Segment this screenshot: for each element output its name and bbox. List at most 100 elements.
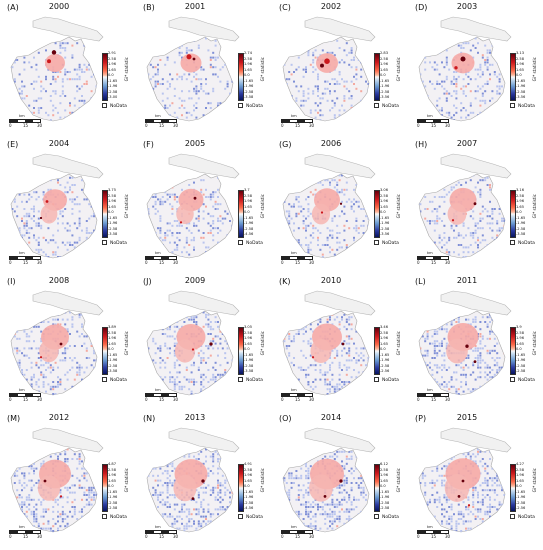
colorbar-tick-label: 2.58 [380, 467, 389, 472]
nodata-legend: NoData [102, 514, 127, 520]
colorbar-tick-label: -3.58 [108, 232, 118, 237]
colorbar [102, 327, 108, 375]
colorbar-tick-label: -3.56 [380, 232, 390, 237]
colorbar-tick-label: -2.56 [380, 369, 390, 374]
colorbar-axis-label: Gi* statistic [124, 468, 129, 493]
scale-segments [417, 256, 449, 260]
colorbar [510, 53, 516, 101]
colorbar-tick-label: 2.58 [108, 56, 117, 61]
colorbar-tick-label: 0.0 [380, 347, 386, 352]
island-region [304, 290, 376, 316]
nodata-swatch [510, 240, 515, 245]
panel-letter: (D) [415, 3, 428, 12]
hotspot-marker [59, 342, 63, 346]
scale-segments [281, 119, 313, 123]
colorbar-tick-label: 2.91 [108, 51, 117, 55]
scale-label: 0 [9, 260, 12, 265]
colorbar-tick-label: 2.58 [108, 467, 117, 472]
gi-legend: 2.91 2.58 1.96 1.65 0.0 -1.65 -1.96 -2.58 -3.00 G… [102, 51, 136, 113]
scale-label: 30 [173, 534, 179, 539]
colorbar-tick-label: 1.65 [244, 204, 253, 209]
panel-year: 2001 [184, 2, 206, 11]
hotspot-marker [339, 479, 343, 483]
colorbar-tick-label: -1.96 [108, 84, 118, 89]
gi-legend: 6.12 2.58 1.96 1.65 0.0 -1.65 -1.96 -2.58 -2.58 G… [374, 462, 408, 524]
scale-label: 30 [37, 534, 43, 539]
colorbar-tick-label: 3.16 [516, 188, 525, 192]
scale-label: 30 [309, 397, 315, 402]
gi-legend: 3.46 2.58 1.96 1.65 0.0 -1.65 -1.96 -2.58 -2.56 G… [374, 325, 408, 387]
scale-bar: km 0 15 30 [9, 114, 43, 130]
colorbar-tick-label: 0.0 [108, 347, 114, 352]
map-panel: (O) 2014 6.12 2.58 1.96 1.65 0.0 -1.65 -1.96 -2.5… [274, 412, 407, 546]
colorbar-tick-label: 0.0 [380, 484, 386, 489]
colorbar-tick-label: -2.58 [380, 506, 390, 511]
hotspot-marker [457, 495, 461, 498]
colorbar-tick-label: 1.96 [516, 473, 525, 478]
nodata-swatch [374, 514, 379, 519]
island-region [304, 153, 376, 179]
nodata-legend: NoData [238, 240, 263, 246]
colorbar-tick-label: -1.96 [108, 358, 118, 363]
scale-label: 30 [309, 534, 315, 539]
colorbar-tick-label: -2.58 [244, 226, 254, 231]
colorbar-tick-label: -1.65 [380, 352, 390, 357]
nodata-label: NoData [518, 378, 535, 383]
colorbar-tick-label: -2.58 [516, 226, 526, 231]
choropleth-map [418, 427, 512, 533]
scale-segments [145, 256, 177, 260]
scale-label: 30 [309, 123, 315, 128]
panel-letter: (B) [143, 3, 155, 12]
choropleth-map [418, 153, 512, 259]
colorbar [374, 464, 380, 512]
scale-label: 15 [431, 534, 437, 539]
nodata-label: NoData [110, 104, 127, 109]
urban-hotspot-area [310, 339, 332, 363]
island-region [32, 290, 104, 316]
urban-hotspot-area [176, 204, 194, 224]
gi-legend: 3.06 2.58 1.96 1.65 0.0 -1.65 -1.96 -2.58 -3.56 G… [374, 188, 408, 250]
colorbar-tick-label: -2.58 [380, 500, 390, 505]
scale-label: 0 [9, 397, 12, 402]
nodata-label: NoData [518, 104, 535, 109]
colorbar-axis-label: Gi* statistic [396, 468, 401, 493]
colorbar-ticks: 3.75 2.58 1.96 1.65 0.0 -1.65 -1.96 -2.58 -3.58 [108, 188, 124, 237]
gi-legend: 3.05 2.58 1.96 1.65 0.0 -1.65 -1.96 -2.58 -3.58 G… [238, 325, 272, 387]
hotspot-marker [179, 221, 183, 224]
hotspot-marker [465, 344, 469, 348]
gi-legend: 4.91 2.58 1.96 1.65 0.0 -1.65 -1.96 -2.58 -4.56 G… [238, 462, 272, 524]
colorbar-tick-label: 1.96 [108, 473, 117, 478]
scale-label: 30 [309, 260, 315, 265]
colorbar [238, 327, 244, 375]
colorbar-tick-label: -2.58 [516, 363, 526, 368]
colorbar-ticks: 3.89 2.58 1.96 1.65 0.0 -1.65 -1.96 -2.58 -3.58 [108, 325, 124, 374]
urban-hotspot-area [45, 54, 65, 72]
scale-unit: km [155, 251, 161, 255]
colorbar-tick-label: 2.58 [244, 193, 253, 198]
gi-statistic-cells [419, 174, 505, 258]
colorbar-tick-label: 0.0 [244, 484, 250, 489]
colorbar-tick-label: 3.46 [380, 325, 389, 329]
map-panel: (P) 2015 4.27 2.58 1.96 1.65 0.0 -1.65 -1.96 -2.5… [410, 412, 543, 546]
panel-year: 2010 [320, 276, 342, 285]
nodata-legend: NoData [374, 240, 399, 246]
scale-label: 15 [431, 397, 437, 402]
scale-label: 15 [159, 534, 165, 539]
scale-label: 30 [37, 260, 43, 265]
colorbar-tick-label: -1.65 [380, 78, 390, 83]
hotspot-marker [311, 356, 315, 359]
nodata-label: NoData [246, 515, 263, 520]
colorbar-tick-label: 0.0 [380, 210, 386, 215]
scale-unit: km [19, 114, 25, 118]
colorbar-axis-label: Gi* statistic [260, 57, 265, 82]
scale-label: 30 [173, 397, 179, 402]
colorbar-tick-label: -1.96 [244, 495, 254, 500]
colorbar-tick-label: 0.0 [516, 347, 522, 352]
scale-unit: km [19, 251, 25, 255]
colorbar-tick-label: 1.65 [108, 478, 117, 483]
island-region [168, 153, 240, 179]
scale-bar: km 0 15 30 [9, 388, 43, 404]
colorbar-tick-label: -2.58 [380, 363, 390, 368]
nodata-legend: NoData [510, 103, 535, 109]
nodata-label: NoData [246, 104, 263, 109]
